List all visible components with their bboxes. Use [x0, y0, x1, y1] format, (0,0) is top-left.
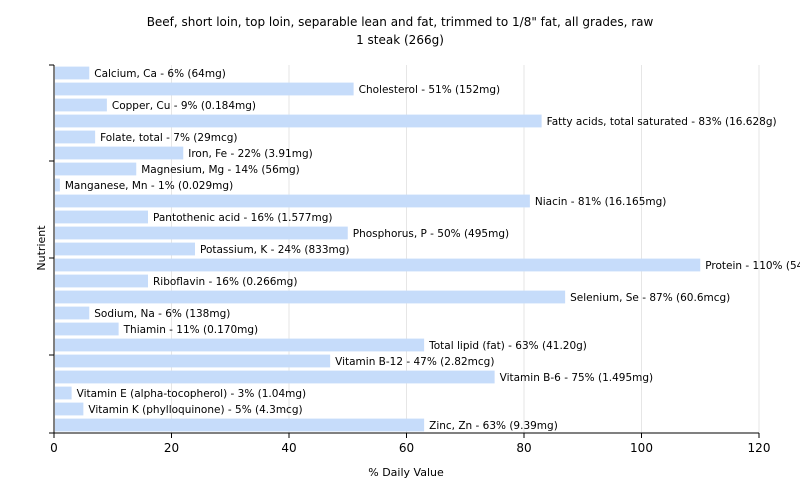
bar-label: Iron, Fe - 22% (3.91mg) [188, 148, 312, 160]
bar-label: Cholesterol - 51% (152mg) [359, 84, 501, 96]
bar [55, 242, 195, 256]
bar [55, 82, 354, 96]
bar-label: Magnesium, Mg - 14% (56mg) [141, 164, 300, 176]
bar [55, 418, 425, 432]
bar [55, 274, 148, 288]
bars: Calcium, Ca - 6% (64mg) Cholesterol - 51%… [55, 66, 800, 432]
bar [55, 114, 542, 128]
chart-title: Beef, short loin, top loin, separable le… [147, 15, 654, 29]
bar [55, 66, 90, 80]
y-axis-title: Nutrient [35, 225, 48, 271]
bar [55, 194, 530, 208]
bar-label: Niacin - 81% (16.165mg) [535, 196, 667, 208]
bar [55, 386, 72, 400]
bar [55, 290, 566, 304]
x-tick-label: 120 [748, 441, 771, 455]
bar [55, 322, 119, 336]
bar-label: Thiamin - 11% (0.170mg) [123, 324, 259, 336]
bar-label: Zinc, Zn - 63% (9.39mg) [429, 420, 558, 432]
x-tick-label: 40 [281, 441, 296, 455]
chart-subtitle: 1 steak (266g) [356, 33, 444, 47]
bar [55, 178, 60, 192]
x-tick-labels: 0 20 40 60 80 100 120 [50, 433, 770, 455]
x-axis-title: % Daily Value [368, 466, 444, 479]
bar-label: Protein - 110% (54.82g) [705, 260, 800, 272]
bar-label: Calcium, Ca - 6% (64mg) [94, 68, 226, 80]
bar [55, 370, 495, 384]
x-tick-label: 20 [164, 441, 179, 455]
bar [55, 210, 148, 224]
bar-label: Folate, total - 7% (29mcg) [100, 132, 237, 144]
bar [55, 402, 84, 416]
x-tick-label: 0 [50, 441, 58, 455]
x-tick-label: 80 [516, 441, 531, 455]
bar-label: Vitamin E (alpha-tocopherol) - 3% (1.04m… [77, 388, 307, 400]
bar [55, 354, 331, 368]
bar-label: Sodium, Na - 6% (138mg) [94, 308, 230, 320]
bar [55, 130, 96, 144]
bar [55, 162, 137, 176]
bar-label: Manganese, Mn - 1% (0.029mg) [65, 180, 233, 192]
bar-label: Total lipid (fat) - 63% (41.20g) [428, 340, 587, 352]
bar [55, 306, 90, 320]
bar-label: Vitamin B-6 - 75% (1.495mg) [500, 372, 654, 384]
bar [55, 146, 184, 160]
bar-label: Phosphorus, P - 50% (495mg) [353, 228, 509, 240]
bar-label: Vitamin K (phylloquinone) - 5% (4.3mcg) [88, 404, 302, 416]
bar-label: Copper, Cu - 9% (0.184mg) [112, 100, 256, 112]
bar [55, 226, 348, 240]
bar-label: Riboflavin - 16% (0.266mg) [153, 276, 297, 288]
bar [55, 98, 107, 112]
x-tick-label: 100 [630, 441, 653, 455]
bar-label: Vitamin B-12 - 47% (2.82mcg) [335, 356, 494, 368]
bar [55, 258, 701, 272]
x-tick-label: 60 [399, 441, 414, 455]
bar-label: Potassium, K - 24% (833mg) [200, 244, 350, 256]
bar-label: Pantothenic acid - 16% (1.577mg) [153, 212, 332, 224]
bar-label: Fatty acids, total saturated - 83% (16.6… [547, 116, 777, 128]
bar [55, 338, 425, 352]
bar-label: Selenium, Se - 87% (60.6mcg) [570, 292, 730, 304]
